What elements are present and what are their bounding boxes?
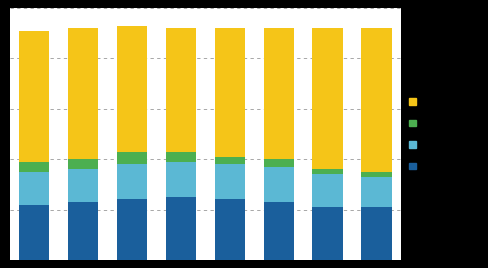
Bar: [68, 202, 98, 260]
Bar: [312, 174, 342, 207]
Bar: [117, 152, 147, 164]
Bar: [361, 207, 391, 260]
Bar: [68, 159, 98, 169]
Bar: [117, 26, 147, 152]
Bar: [312, 169, 342, 174]
Bar: [312, 207, 342, 260]
Bar: [361, 28, 391, 172]
Bar: [214, 28, 244, 157]
Bar: [263, 167, 293, 202]
Bar: [165, 152, 196, 162]
Bar: [361, 172, 391, 177]
Bar: [214, 164, 244, 199]
Bar: [214, 157, 244, 164]
Bar: [19, 204, 49, 260]
Bar: [19, 162, 49, 172]
Bar: [263, 159, 293, 167]
Bar: [165, 28, 196, 152]
Bar: [19, 31, 49, 162]
Bar: [165, 162, 196, 197]
Bar: [68, 169, 98, 202]
Legend: , , , : , , ,: [408, 97, 417, 171]
Bar: [361, 177, 391, 207]
Bar: [263, 28, 293, 159]
Bar: [68, 28, 98, 159]
Bar: [263, 202, 293, 260]
Bar: [165, 197, 196, 260]
Bar: [214, 199, 244, 260]
Bar: [117, 164, 147, 199]
Bar: [312, 28, 342, 169]
Bar: [19, 172, 49, 204]
Bar: [117, 199, 147, 260]
